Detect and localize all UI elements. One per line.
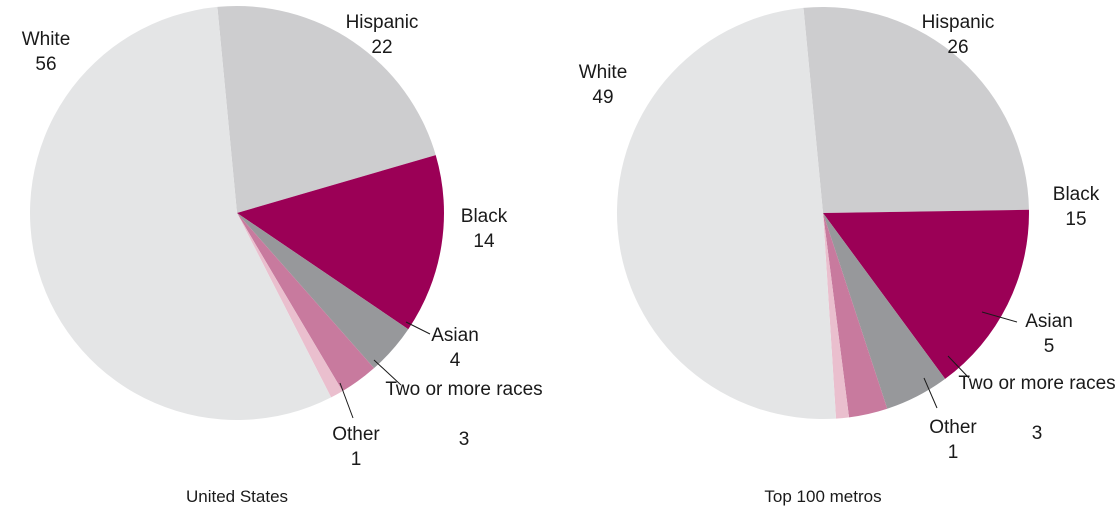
pie-slice-other [823,213,850,419]
slice-label-asian: Asian [1025,311,1073,332]
slice-value-two-or-more-races: 3 [1032,423,1043,444]
slice-label-hispanic: Hispanic [346,12,419,33]
slice-value-white: 49 [592,87,613,108]
pie-slice-black [237,155,445,330]
leader-line-two-or-more-races [373,359,402,386]
pie-slice-white [30,6,332,420]
leader-line-asian [981,311,1018,323]
slice-value-hispanic: 26 [947,37,968,58]
slice-label-two-or-more-races: Two or more races [385,379,542,400]
leader-line-other [923,377,938,409]
chart-caption: Top 100 metros [764,487,881,506]
chart-caption: United States [186,487,288,506]
top-100-metros-pie-chart: Hispanic 26 Black 15 Asian 5 Two or more races… [579,7,1116,506]
pie-slice-hispanic [217,5,436,214]
pie-slice-white [616,7,837,420]
slice-label-other: Other [332,424,380,445]
slice-label-white: White [579,62,628,83]
slice-value-black: 15 [1065,209,1086,230]
leader-line-two-or-more-races [947,355,970,379]
slice-value-two-or-more-races: 3 [459,429,470,450]
pie-slice-other [237,213,343,398]
pie-slice-asian [823,213,946,409]
pie-slice-two-or-more-races [823,213,888,418]
pie-slice-two-or-more-races [237,213,375,392]
slice-value-other: 1 [351,449,362,470]
slice-value-asian: 5 [1044,336,1055,357]
leader-line-other [339,382,354,419]
slice-value-asian: 4 [450,350,461,371]
slice-label-two-or-more-races: Two or more races [958,373,1115,394]
slice-label-white: White [22,29,71,50]
slice-label-black: Black [1053,184,1100,205]
slice-label-hispanic: Hispanic [922,12,995,33]
slice-value-other: 1 [948,442,959,463]
slice-value-black: 14 [473,231,495,252]
pie-slice-asian [237,213,409,369]
slice-value-hispanic: 22 [371,37,392,58]
slice-label-asian: Asian [431,325,479,346]
slice-label-other: Other [929,417,977,438]
united-states-pie-chart: Hispanic 22 Black 14 Asian 4 Two or more races… [22,5,543,506]
pie-slice-hispanic [803,7,1029,213]
pie-slice-black [823,209,1029,379]
slice-value-white: 56 [35,54,56,75]
leader-line-asian [405,321,431,335]
slice-label-black: Black [461,206,508,227]
